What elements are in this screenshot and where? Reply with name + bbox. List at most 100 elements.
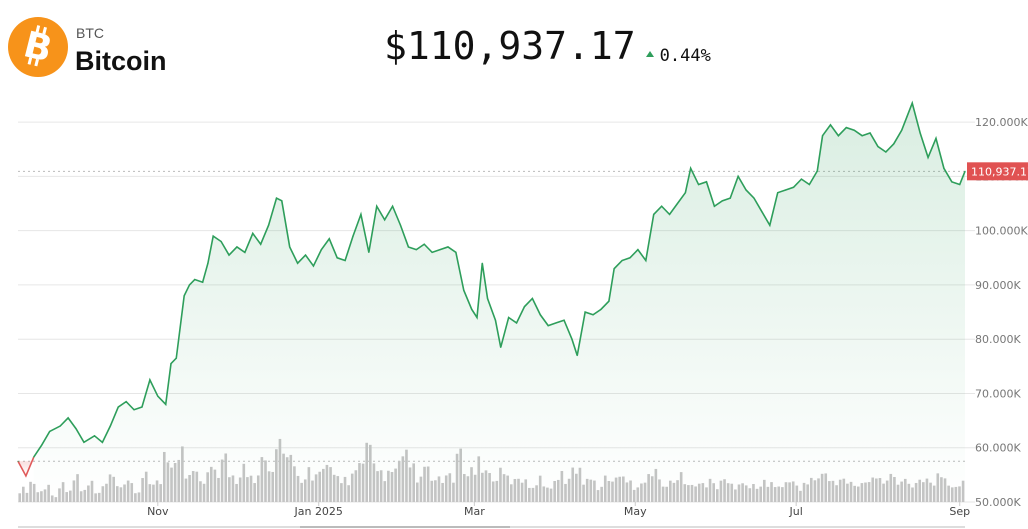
price-point: [194, 278, 196, 281]
price-point: [592, 314, 594, 316]
price-point: [439, 249, 441, 251]
price-point: [943, 167, 945, 169]
price-point: [228, 254, 230, 256]
price-point: [911, 102, 913, 104]
x-tick-label: Nov: [147, 505, 169, 518]
price-point: [399, 224, 402, 226]
price-point: [531, 297, 533, 300]
price-point: [170, 363, 172, 365]
price-point: [75, 428, 77, 430]
price-point: [202, 281, 204, 283]
price-point: [83, 441, 85, 443]
y-tick-label: 70.000K: [975, 387, 1021, 400]
price-point: [753, 197, 755, 199]
volume-bar: [18, 493, 22, 502]
price-quote: $110,937.17 0.44%: [384, 24, 711, 68]
price-point: [384, 219, 386, 221]
price-point: [33, 456, 35, 458]
price-point: [407, 246, 410, 248]
price-point: [109, 425, 111, 427]
price-point: [289, 246, 291, 248]
asset-header: B BTC Bitcoin $110,937.17 0.44%: [0, 0, 1028, 95]
price-point: [523, 306, 526, 308]
price-point: [275, 197, 278, 199]
price-point: [853, 129, 855, 131]
price-point: [252, 232, 254, 234]
price-point: [312, 265, 315, 267]
price-point: [608, 300, 610, 302]
price-point: [721, 200, 723, 202]
price-point: [785, 189, 787, 191]
price-point: [713, 205, 716, 207]
price-point: [901, 129, 903, 131]
price-point: [861, 135, 863, 137]
price-point: [837, 135, 839, 137]
price-point: [117, 406, 119, 408]
price-point: [745, 189, 747, 191]
price-point: [17, 460, 19, 462]
price-point: [352, 235, 354, 237]
price-point: [368, 251, 370, 253]
price-point: [600, 308, 602, 310]
price-point: [415, 249, 417, 251]
price-point: [463, 289, 465, 291]
price-point: [508, 316, 510, 319]
price-point: [297, 262, 299, 264]
price-point: [893, 143, 895, 145]
asset-name: Bitcoin: [75, 46, 167, 76]
price-point: [236, 246, 238, 248]
price-point: [212, 235, 214, 237]
price-point: [563, 319, 565, 321]
price-point: [93, 435, 96, 437]
volume-bar: [29, 481, 32, 502]
price-point: [328, 238, 330, 240]
price-point: [133, 409, 135, 411]
price-point: [59, 425, 61, 427]
x-tick-label: May: [624, 505, 647, 518]
price-point: [336, 257, 338, 259]
price-point: [455, 251, 457, 253]
price-point: [547, 325, 549, 327]
price-point: [157, 395, 159, 397]
price-point: [645, 259, 647, 262]
price-point: [584, 311, 586, 313]
price-point: [220, 240, 222, 243]
price-point: [571, 338, 573, 340]
y-tick-label: 50.000K: [975, 496, 1021, 509]
current-price: $110,937.17: [384, 24, 636, 68]
y-tick-label: 120.000K: [975, 116, 1028, 129]
price-point: [737, 175, 739, 177]
price-point: [149, 379, 151, 381]
y-tick-label: 100.000K: [975, 225, 1028, 238]
price-point: [697, 183, 700, 186]
price-point: [927, 156, 929, 159]
x-axis: Nov Jan 2025 Mar May Jul Sep: [18, 502, 970, 528]
price-point: [431, 251, 433, 253]
price-point: [481, 262, 483, 264]
price-point: [885, 151, 887, 153]
price-point: [244, 251, 246, 253]
price-point: [344, 259, 346, 262]
price-point: [621, 259, 623, 262]
price-point: [845, 126, 847, 129]
x-tick-label: Mar: [464, 505, 485, 518]
price-point: [25, 475, 27, 477]
price-point: [769, 224, 771, 226]
price-point: [486, 297, 489, 300]
x-tick-label: Sep: [949, 505, 970, 518]
price-point: [690, 167, 692, 169]
price-point: [67, 417, 69, 419]
price-point: [877, 145, 879, 148]
price-point: [165, 403, 167, 405]
y-tick-label: 60.000K: [975, 442, 1021, 455]
y-axis: 120.000K110.000K100.000K90.000K80.000K70…: [975, 116, 1028, 509]
price-point: [959, 183, 961, 186]
current-price-tag-bg: [967, 162, 1028, 181]
price-point: [935, 137, 937, 140]
current-price-tag: 110,937.17: [967, 162, 1028, 181]
price-point: [207, 262, 209, 264]
price-point: [376, 205, 378, 207]
price-point: [555, 322, 557, 324]
price-point: [906, 116, 908, 118]
